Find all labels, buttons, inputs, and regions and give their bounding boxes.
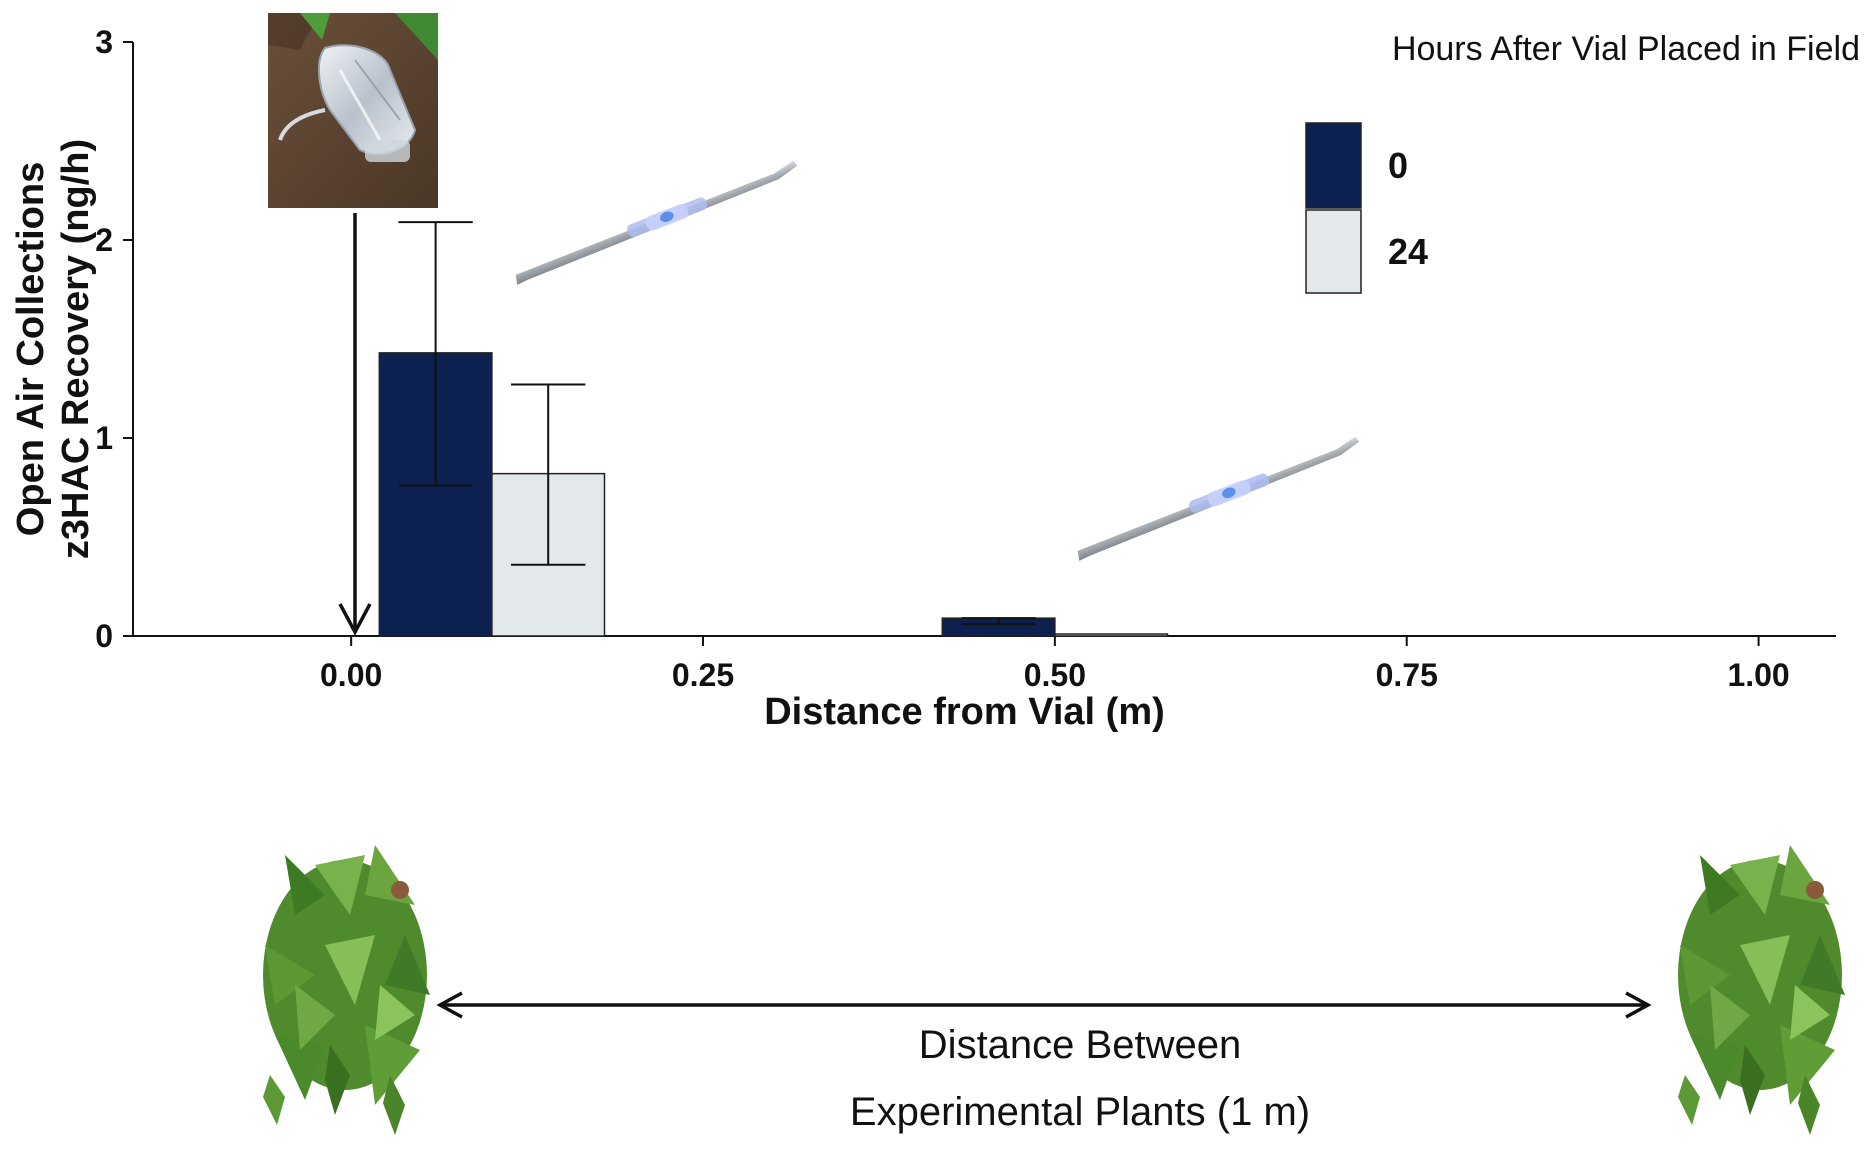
plot-area: 0 1 2 3 0.00 0.25 0.50 0.75 1.00 Distance from Vi… (10, 24, 1836, 733)
legend-label-0: 0 (1388, 145, 1408, 186)
x-tick-label: 1.00 (1727, 657, 1789, 693)
bar (1054, 633, 1169, 637)
x-tick-label: 0.75 (1376, 657, 1438, 693)
collector-tube-icon-near (511, 160, 802, 285)
caption-line-1: Distance Between (919, 1023, 1241, 1067)
x-tick-label: 0.50 (1024, 657, 1086, 693)
y-axis-title-line-1: Open Air Collections (10, 162, 52, 536)
legend-swatch-0 (1305, 122, 1362, 209)
y-tick-label: 1 (95, 420, 113, 456)
y-tick-label: 2 (95, 222, 113, 258)
x-tick-label: 0.00 (320, 657, 382, 693)
vial-location-arrow (338, 213, 372, 636)
legend-title: Hours After Vial Placed in Field (1392, 30, 1860, 68)
y-tick-label: 3 (95, 24, 113, 60)
plant-distance-arrow (436, 991, 1652, 1019)
vial-in-soil-photo (268, 13, 438, 208)
x-tick-label: 0.25 (672, 657, 734, 693)
legend: Hours After Vial Placed in Field 0 24 (1305, 30, 1860, 294)
x-axis-title: Distance from Vial (m) (764, 691, 1165, 733)
y-tick-label: 0 (95, 618, 113, 654)
legend-label-24: 24 (1388, 231, 1428, 272)
legend-swatch-24 (1305, 209, 1362, 294)
bean-plant-icon-left (263, 845, 430, 1135)
caption-line-2: Experimental Plants (1 m) (850, 1090, 1310, 1134)
collector-tube-icon-mid (1073, 436, 1364, 561)
y-axis-title-line-2: z3HAC Recovery (ng/h) (55, 139, 97, 559)
bean-plant-icon-right (1678, 845, 1845, 1135)
